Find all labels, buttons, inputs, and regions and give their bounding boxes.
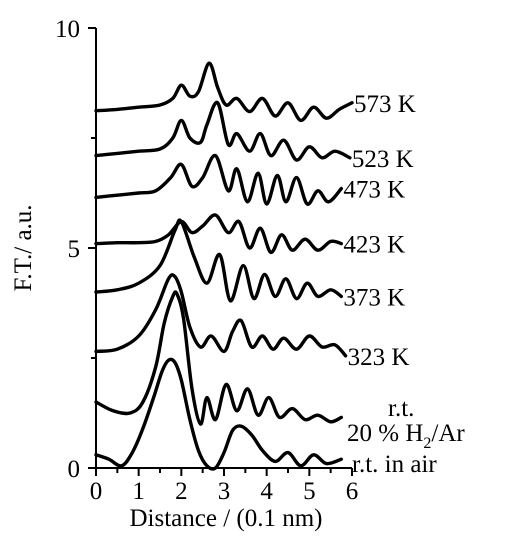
series-label: 573 K [354,91,416,118]
x-tick-label: 6 [346,478,359,505]
series-line [94,273,348,358]
ticks: 0 1 2 3 4 5 6 0 5 10 [55,16,358,505]
h2-ar-label: 20 % H2/Ar [347,420,465,452]
series-label: 473 K [343,177,405,204]
curves [94,61,354,471]
h2-ar-prefix: 20 % H [347,420,423,447]
series-label: 423 K [343,232,405,259]
y-tick-label: 5 [68,236,81,263]
x-tick-label: 0 [90,478,103,505]
series-label: 373 K [343,284,405,311]
series-line [94,153,343,206]
y-tick-label: 10 [55,16,80,43]
series-line [94,100,352,162]
x-tick-label: 4 [260,478,273,505]
series-labels: 573 K 523 K 473 K 423 K 373 K 323 K r.t. r.t. i… [343,91,437,478]
series-line [94,218,343,303]
y-tick-label: 0 [68,456,81,483]
series-label: r.t. in air [352,451,437,478]
series-label: 323 K [348,344,410,371]
y-axis-label: F.T./ a.u. [10,204,37,291]
series-line [94,61,354,123]
series-line [94,290,343,426]
series-label: r.t. [388,395,414,422]
x-axis-label: Distance / (0.1 nm) [129,505,322,532]
x-tick-label: 5 [303,478,316,505]
series-line [94,357,343,471]
x-tick-label: 2 [175,478,188,505]
x-tick-label: 1 [132,478,145,505]
x-tick-label: 3 [218,478,231,505]
h2-ar-suffix: /Ar [431,420,465,447]
series-label: 523 K [352,146,414,173]
h2-ar-subscript: 2 [423,435,431,452]
series-line [94,213,343,255]
